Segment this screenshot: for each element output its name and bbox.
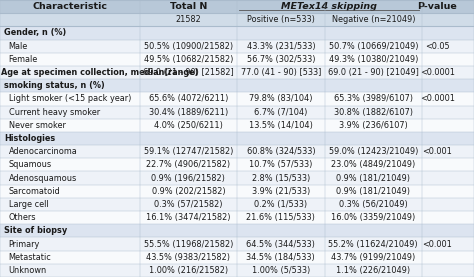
Bar: [0, 79, 474, 92]
Text: 3.9% (21/533): 3.9% (21/533): [252, 187, 310, 196]
Text: Light smoker (<15 pack year): Light smoker (<15 pack year): [9, 94, 131, 103]
Text: 0.9% (181/21049): 0.9% (181/21049): [336, 187, 410, 196]
Bar: [0, 92, 474, 106]
Bar: [0, 264, 474, 277]
Text: Positive (n=533): Positive (n=533): [247, 15, 315, 24]
Text: 21.6% (115/533): 21.6% (115/533): [246, 213, 315, 222]
Text: 13.5% (14/104): 13.5% (14/104): [249, 121, 313, 130]
Text: <0.001: <0.001: [422, 147, 452, 156]
Text: Large cell: Large cell: [9, 200, 48, 209]
Text: 0.9% (181/21049): 0.9% (181/21049): [336, 174, 410, 183]
Text: 16.0% (3359/21049): 16.0% (3359/21049): [331, 213, 415, 222]
Text: Histologies: Histologies: [4, 134, 55, 143]
Bar: [0, 0, 474, 13]
Text: 2.8% (15/533): 2.8% (15/533): [252, 174, 310, 183]
Bar: [0, 158, 474, 171]
Bar: [0, 224, 474, 237]
Bar: [0, 66, 474, 79]
Text: 1.1% (226/21049): 1.1% (226/21049): [336, 266, 410, 275]
Text: 10.7% (57/533): 10.7% (57/533): [249, 160, 312, 169]
Text: Adenocarcinoma: Adenocarcinoma: [9, 147, 77, 156]
Text: 1.00% (5/533): 1.00% (5/533): [252, 266, 310, 275]
Text: Gender, n (%): Gender, n (%): [4, 29, 66, 37]
Text: 3.9% (236/6107): 3.9% (236/6107): [339, 121, 408, 130]
Bar: [0, 13, 474, 26]
Text: 55.5% (11968/21582): 55.5% (11968/21582): [144, 240, 233, 248]
Text: 79.8% (83/104): 79.8% (83/104): [249, 94, 312, 103]
Text: Others: Others: [9, 213, 36, 222]
Text: 34.5% (184/533): 34.5% (184/533): [246, 253, 315, 262]
Text: Metastatic: Metastatic: [9, 253, 51, 262]
Bar: [0, 40, 474, 53]
Text: Never smoker: Never smoker: [9, 121, 65, 130]
Text: Negative (n=21049): Negative (n=21049): [331, 15, 415, 24]
Text: 43.3% (231/533): 43.3% (231/533): [246, 42, 315, 51]
Text: 1.00% (216/21582): 1.00% (216/21582): [149, 266, 228, 275]
Bar: [0, 132, 474, 145]
Text: Adenosquamous: Adenosquamous: [9, 174, 77, 183]
Text: 30.4% (1889/6211): 30.4% (1889/6211): [149, 108, 228, 117]
Bar: [0, 26, 474, 40]
Text: 59.0% (12423/21049): 59.0% (12423/21049): [328, 147, 418, 156]
Text: 49.5% (10682/21582): 49.5% (10682/21582): [144, 55, 233, 64]
Text: 30.8% (1882/6107): 30.8% (1882/6107): [334, 108, 413, 117]
Text: Unknown: Unknown: [9, 266, 47, 275]
Text: Female: Female: [9, 55, 38, 64]
Text: <0.001: <0.001: [422, 240, 452, 248]
Text: Current heavy smoker: Current heavy smoker: [9, 108, 100, 117]
Bar: [0, 53, 474, 66]
Text: 65.6% (4072/6211): 65.6% (4072/6211): [149, 94, 228, 103]
Text: 60.8% (324/533): 60.8% (324/533): [246, 147, 315, 156]
Bar: [0, 211, 474, 224]
Text: 0.9% (196/21582): 0.9% (196/21582): [152, 174, 225, 183]
Text: Site of biopsy: Site of biopsy: [4, 226, 67, 235]
Text: 69.0 (21 - 90) [21582]: 69.0 (21 - 90) [21582]: [143, 68, 234, 77]
Text: 49.3% (10380/21049): 49.3% (10380/21049): [328, 55, 418, 64]
Text: 55.2% (11624/21049): 55.2% (11624/21049): [328, 240, 418, 248]
Text: P-value: P-value: [418, 2, 457, 11]
Text: Male: Male: [9, 42, 28, 51]
Text: smoking status, n (%): smoking status, n (%): [4, 81, 105, 90]
Text: 0.3% (57/21582): 0.3% (57/21582): [154, 200, 223, 209]
Text: Sarcomatoid: Sarcomatoid: [9, 187, 60, 196]
Text: Characteristic: Characteristic: [32, 2, 108, 11]
Text: 6.7% (7/104): 6.7% (7/104): [254, 108, 308, 117]
Bar: [0, 251, 474, 264]
Text: 65.3% (3989/6107): 65.3% (3989/6107): [334, 94, 413, 103]
Text: 69.0 (21 - 90) [21049]: 69.0 (21 - 90) [21049]: [328, 68, 419, 77]
Bar: [0, 106, 474, 119]
Text: 56.7% (302/533): 56.7% (302/533): [246, 55, 315, 64]
Text: Primary: Primary: [9, 240, 40, 248]
Text: 43.7% (9199/21049): 43.7% (9199/21049): [331, 253, 415, 262]
Bar: [0, 119, 474, 132]
Text: 50.5% (10900/21582): 50.5% (10900/21582): [144, 42, 233, 51]
Text: <0.05: <0.05: [425, 42, 449, 51]
Text: Squamous: Squamous: [9, 160, 52, 169]
Text: 0.3% (56/21049): 0.3% (56/21049): [339, 200, 408, 209]
Text: Total N: Total N: [170, 2, 207, 11]
Text: 50.7% (10669/21049): 50.7% (10669/21049): [328, 42, 418, 51]
Text: Age at specimen collection, median(range): Age at specimen collection, median(range…: [1, 68, 198, 77]
Text: 77.0 (41 - 90) [533]: 77.0 (41 - 90) [533]: [241, 68, 321, 77]
Text: 23.0% (4849/21049): 23.0% (4849/21049): [331, 160, 415, 169]
Text: 64.5% (344/533): 64.5% (344/533): [246, 240, 315, 248]
Bar: [0, 237, 474, 251]
Text: 21582: 21582: [175, 15, 201, 24]
Bar: [0, 198, 474, 211]
Text: 0.2% (1/533): 0.2% (1/533): [254, 200, 308, 209]
Text: <0.0001: <0.0001: [420, 94, 455, 103]
Text: 4.0% (250/6211): 4.0% (250/6211): [154, 121, 223, 130]
Text: <0.0001: <0.0001: [420, 68, 455, 77]
Bar: [0, 145, 474, 158]
Bar: [0, 185, 474, 198]
Text: 0.9% (202/21582): 0.9% (202/21582): [152, 187, 225, 196]
Bar: [0, 171, 474, 185]
Text: 16.1% (3474/21582): 16.1% (3474/21582): [146, 213, 231, 222]
Text: 59.1% (12747/21582): 59.1% (12747/21582): [144, 147, 233, 156]
Text: METex14 skipping: METex14 skipping: [282, 2, 377, 11]
Text: 43.5% (9383/21582): 43.5% (9383/21582): [146, 253, 230, 262]
Text: 22.7% (4906/21582): 22.7% (4906/21582): [146, 160, 230, 169]
